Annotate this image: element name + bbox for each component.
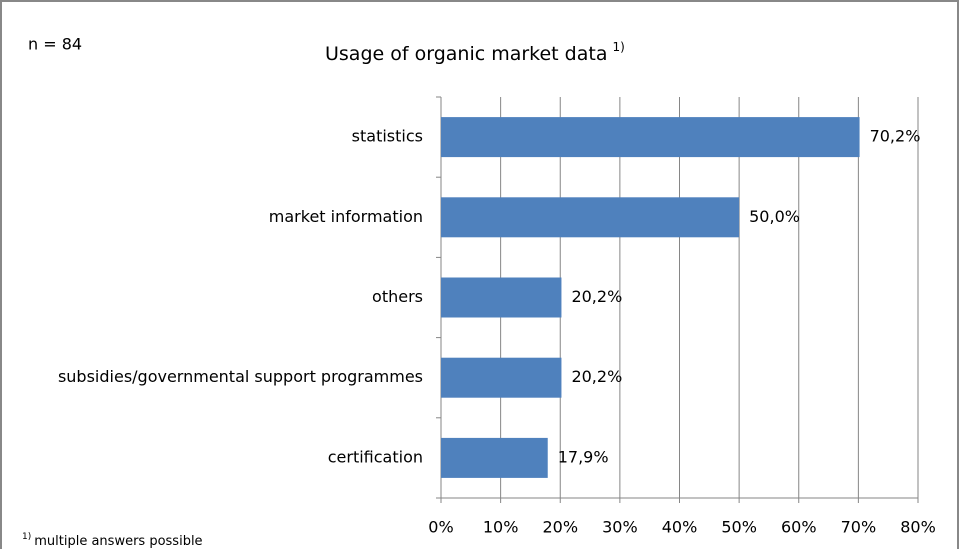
x-tick-label: 70% [841, 518, 877, 537]
x-tick-label: 10% [483, 518, 519, 537]
y-tick-label: subsidies/governmental support programme… [58, 367, 423, 386]
value-label: 20,2% [571, 367, 622, 386]
footnote-marker: 1) [22, 532, 31, 542]
bar [441, 437, 548, 478]
chart-title: Usage of organic market data 1) [325, 40, 625, 65]
x-tick-label: 60% [781, 518, 817, 537]
title-text: Usage of organic market data [325, 43, 607, 65]
y-tick-label: statistics [352, 127, 423, 146]
x-tick-label: 40% [662, 518, 698, 537]
bar [441, 277, 562, 318]
x-tick-label: 80% [900, 518, 936, 537]
value-label: 70,2% [870, 127, 921, 146]
y-tick-label: market information [269, 207, 423, 226]
value-label: 50,0% [749, 207, 800, 226]
value-label: 20,2% [571, 287, 622, 306]
bar [441, 357, 562, 398]
y-tick-label: certification [328, 447, 423, 466]
bar [441, 117, 860, 158]
x-tick-label: 0% [428, 518, 453, 537]
value-label: 17,9% [558, 447, 609, 466]
footnote-text: multiple answers possible [34, 534, 202, 549]
x-tick-label: 50% [721, 518, 757, 537]
sample-size: n = 84 [28, 35, 82, 54]
footnote: 1) multiple answers possible [22, 532, 203, 549]
x-tick-label: 30% [602, 518, 638, 537]
y-tick-label: others [372, 287, 423, 306]
x-tick-label: 20% [542, 518, 578, 537]
title-note: 1) [612, 40, 624, 54]
bar [441, 197, 740, 238]
